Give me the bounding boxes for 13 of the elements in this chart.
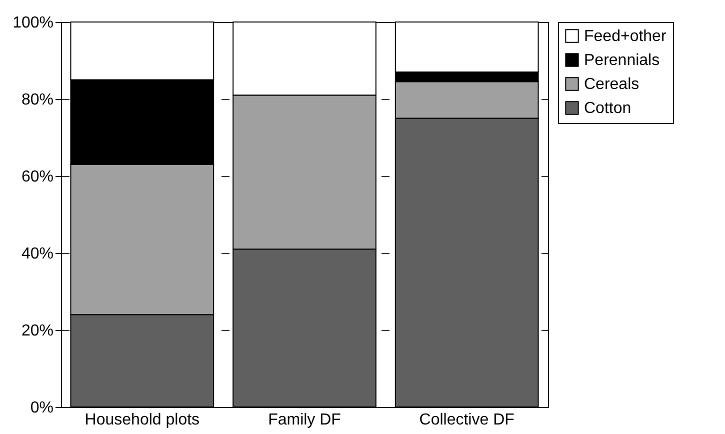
legend-label: Perennials	[584, 52, 660, 69]
y-tick-label: 0%	[30, 400, 54, 416]
x-tick-label: Household plots	[84, 412, 200, 428]
y-tick-label: 80%	[21, 92, 54, 108]
y-tick-label: 100%	[12, 14, 54, 32]
y-tick-label: 40%	[21, 246, 54, 262]
legend-label: Feed+other	[584, 28, 667, 45]
legend-label: Cereals	[584, 76, 640, 93]
x-tick-label: Collective DF	[419, 412, 515, 428]
y-tick-label: 20%	[21, 322, 54, 340]
y-tick-label: 60%	[21, 168, 54, 186]
legend-label: Cotton	[584, 100, 632, 117]
x-tick-label: Family DF	[268, 412, 342, 428]
